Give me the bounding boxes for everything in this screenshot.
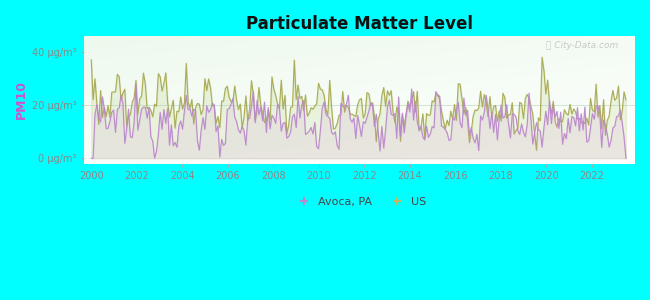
Y-axis label: PM10: PM10: [15, 80, 28, 119]
Legend: Avoca, PA, US: Avoca, PA, US: [289, 193, 431, 211]
Text: ⓘ City-Data.com: ⓘ City-Data.com: [546, 41, 619, 50]
Title: Particulate Matter Level: Particulate Matter Level: [246, 15, 473, 33]
